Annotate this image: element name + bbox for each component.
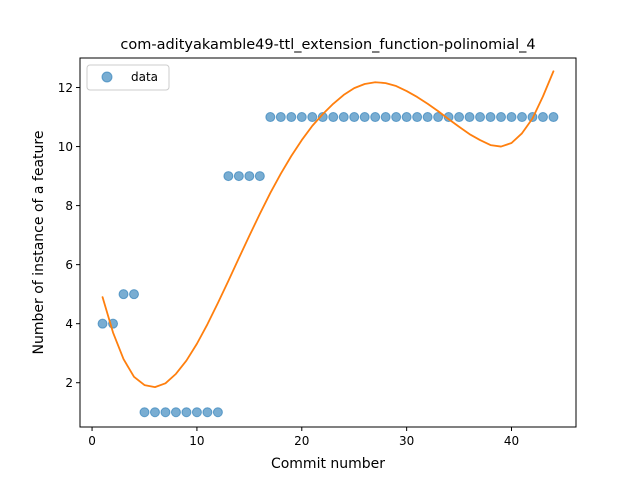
data-point <box>454 112 465 123</box>
y-tick-label: 8 <box>65 199 73 213</box>
data-point <box>181 407 192 418</box>
data-point <box>296 112 307 123</box>
data-point <box>118 289 129 300</box>
data-point <box>548 112 559 123</box>
data-point <box>349 112 360 123</box>
y-axis-label: Number of instance of a feature <box>31 131 47 355</box>
data-point <box>97 318 108 329</box>
y-tick-label: 2 <box>65 376 73 390</box>
data-point <box>485 112 496 123</box>
data-point <box>338 112 349 123</box>
data-point <box>506 112 517 123</box>
y-tick-label: 10 <box>58 140 73 154</box>
chart-title: com-adityakamble49-ttl_extension_functio… <box>120 37 535 53</box>
x-tick-label: 20 <box>294 434 309 448</box>
data-point <box>139 407 150 418</box>
legend-marker-data <box>101 71 113 83</box>
data-point <box>370 112 381 123</box>
x-axis-label: Commit number <box>271 456 385 472</box>
data-point <box>223 171 234 182</box>
data-point <box>254 171 265 182</box>
data-point <box>149 407 160 418</box>
data-point <box>244 171 255 182</box>
data-point <box>475 112 486 123</box>
data-point <box>537 112 548 123</box>
y-tick-label: 12 <box>58 81 73 95</box>
x-tick-label: 10 <box>189 434 204 448</box>
plot-frame <box>79 57 577 428</box>
fit-line <box>101 70 555 389</box>
x-tick-label: 30 <box>399 434 414 448</box>
data-point <box>328 112 339 123</box>
data-point <box>202 407 213 418</box>
data-point <box>516 112 527 123</box>
data-point <box>433 112 444 123</box>
data-point <box>233 171 244 182</box>
data-point <box>496 112 507 123</box>
data-point <box>265 112 276 123</box>
data-point <box>286 112 297 123</box>
data-point <box>443 112 454 123</box>
data-point <box>401 112 412 123</box>
legend-box <box>86 64 170 91</box>
data-point <box>391 112 402 123</box>
data-point <box>170 407 181 418</box>
data-point <box>307 112 318 123</box>
y-tick-label: 4 <box>65 317 73 331</box>
plot-area <box>97 70 559 418</box>
y-tick-label: 6 <box>65 258 73 272</box>
x-tick-label: 0 <box>88 434 96 448</box>
data-point <box>160 407 171 418</box>
data-point <box>212 407 223 418</box>
data-point <box>275 112 286 123</box>
data-point <box>464 112 475 123</box>
data-point <box>422 112 433 123</box>
data-point <box>359 112 370 123</box>
data-point <box>129 289 140 300</box>
x-tick-label: 40 <box>504 434 519 448</box>
legend-label-data: data <box>131 70 158 84</box>
data-point <box>317 112 328 123</box>
data-point <box>380 112 391 123</box>
legend: data <box>86 64 170 91</box>
data-point <box>191 407 202 418</box>
data-point <box>412 112 423 123</box>
